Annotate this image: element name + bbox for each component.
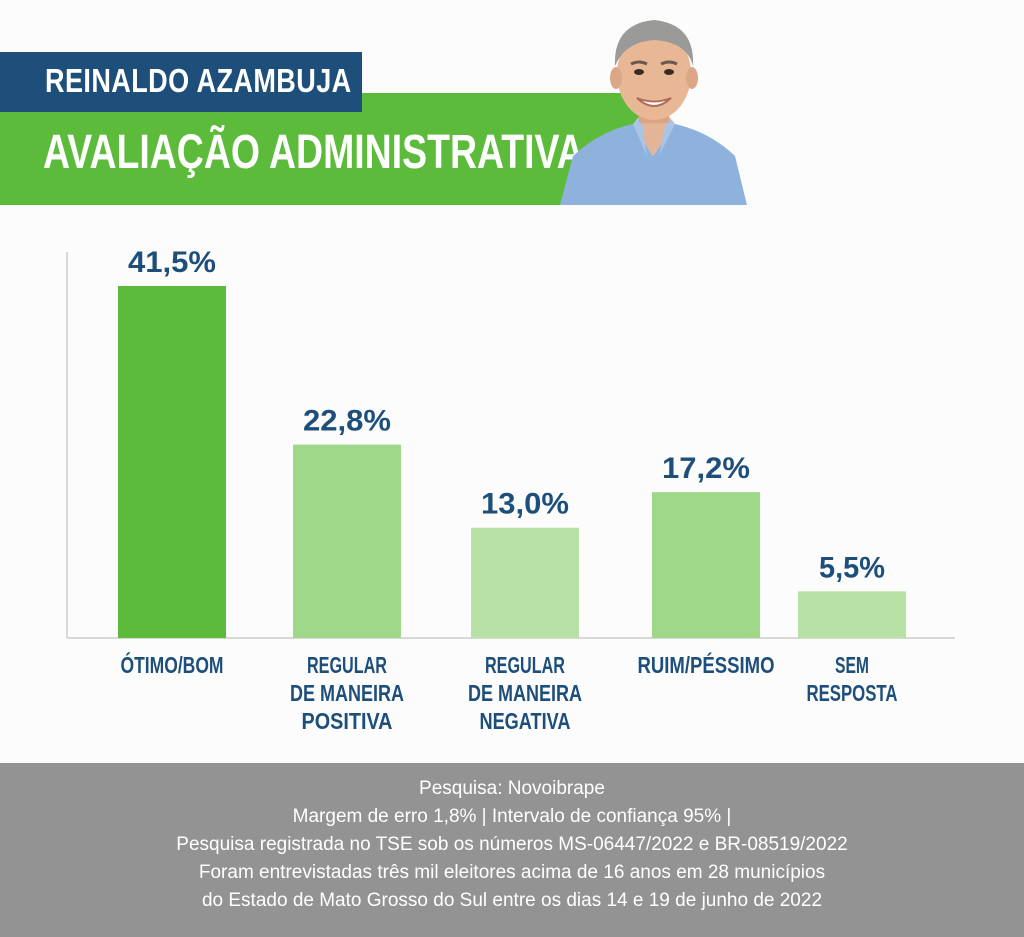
footer-line: Pesquisa registrada no TSE sob os número…	[176, 834, 848, 855]
chart-title: AVALIAÇÃO ADMINISTRATIVA	[43, 126, 584, 179]
category-label-1: ÓTIMO/BOM	[121, 651, 224, 678]
footer-line: Pesquisa: Novoibrape	[419, 778, 605, 799]
category-label-3: DE MANEIRA	[468, 680, 582, 706]
footer-line: Foram entrevistadas três mil eleitores a…	[198, 862, 826, 883]
footer-notes: Pesquisa: Novoibrape Margem de erro 1,8%…	[0, 763, 1024, 937]
bar-2	[293, 444, 401, 638]
name-band	[0, 52, 362, 112]
category-label-2: DE MANEIRA	[290, 680, 404, 706]
value-label-5: 5,5%	[819, 551, 885, 584]
category-label-2: POSITIVA	[302, 708, 393, 734]
footer-line: Margem de erro 1,8% | Intervalo de confi…	[292, 806, 732, 827]
candidate-portrait	[560, 20, 747, 205]
bar-1	[118, 286, 226, 638]
candidate-name: REINALDO AZAMBUJA	[45, 62, 352, 99]
bar-4	[652, 492, 760, 638]
category-label-5: SEM	[835, 652, 869, 678]
value-label-3: 13,0%	[481, 488, 569, 521]
category-label-3: NEGATIVA	[480, 708, 571, 734]
footer-line: do Estado de Mato Grosso do Sul entre os…	[201, 890, 823, 911]
value-label-1: 41,5%	[128, 246, 216, 279]
value-label-2: 22,8%	[303, 405, 391, 438]
bar-3	[471, 527, 579, 638]
header-banner: REINALDO AZAMBUJA AVALIAÇÃO ADMINISTRATI…	[0, 0, 1024, 205]
category-label-2: REGULAR	[307, 652, 387, 678]
category-label-3: REGULAR	[485, 652, 565, 678]
category-label-4: RUIM/PÉSSIMO	[638, 651, 775, 678]
category-label-5: RESPOSTA	[807, 680, 898, 706]
bar-5	[798, 591, 906, 638]
value-label-4: 17,2%	[662, 452, 750, 485]
